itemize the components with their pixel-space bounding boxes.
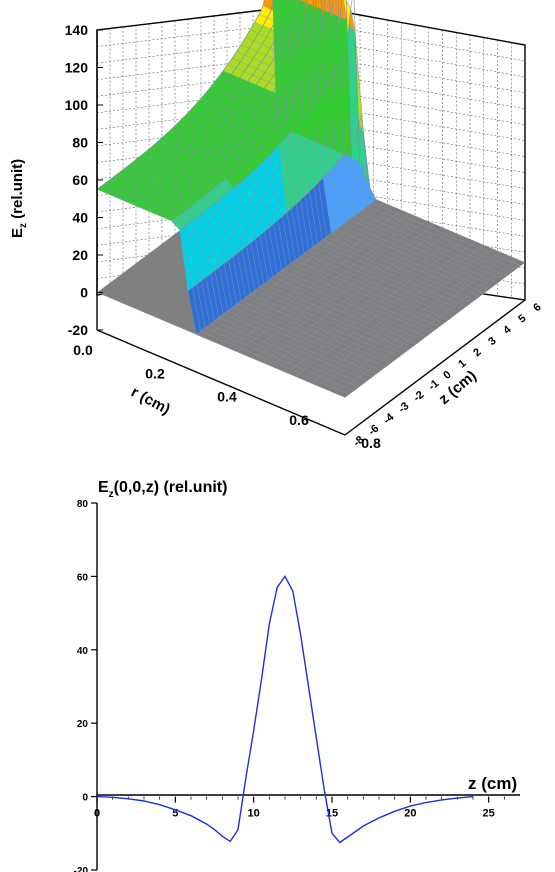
x-tick-label: 25 <box>483 808 495 820</box>
zcoord-tick-label: 2 <box>471 346 483 359</box>
x-tick-label: 5 <box>172 808 178 820</box>
y-tick-label: 40 <box>77 646 89 657</box>
r-tick-label: 0.4 <box>217 389 237 405</box>
z-tick-label: 20 <box>72 247 88 263</box>
zcoord-tick-label: 4 <box>501 323 514 337</box>
z-axis-title-sub: z <box>18 223 29 228</box>
z-tick-label: 60 <box>72 172 88 188</box>
zcoord-tick-label: -1 <box>426 378 441 393</box>
y-tick-label: 20 <box>77 719 89 730</box>
zcoord-tick-label: -3 <box>396 400 411 415</box>
z-tick-label: 0 <box>80 285 88 301</box>
zcoord-tick-label: 6 <box>531 301 543 314</box>
zcoord-tick-label: -2 <box>411 389 426 404</box>
x-tick-label: 0 <box>94 808 100 820</box>
surface-mesh <box>96 0 377 335</box>
r-tick-label: 0.6 <box>289 412 309 428</box>
surface-bands <box>96 0 526 398</box>
y-tick-label: 0 <box>82 793 88 804</box>
line-chart-title: Ez(0,0,z) (rel.unit) <box>98 479 227 500</box>
line-title-sub: z <box>109 489 114 500</box>
y-tick-label: 60 <box>77 572 89 583</box>
z-tick-label: 80 <box>72 135 88 151</box>
z-tick-label: 100 <box>65 97 89 113</box>
r-tick-label: 0.2 <box>145 365 165 381</box>
y-tick-label: 80 <box>77 499 89 510</box>
z-tick-label: 40 <box>72 210 88 226</box>
zcoord-tick-label: 3 <box>486 335 498 348</box>
zcoord-tick-label: 5 <box>516 312 528 325</box>
z-axis-title-rest: (rel.unit) <box>9 159 26 223</box>
z-axis-title: Ez (rel.unit) <box>9 159 29 238</box>
line-x-axis-title: z (cm) <box>468 774 517 793</box>
r-tick-label: 0.0 <box>73 342 93 358</box>
line-title-main: E <box>98 479 109 496</box>
r-axis-title: r (cm) <box>128 384 173 419</box>
z-tick-label: -20 <box>68 322 88 338</box>
z-axis-title-main: E <box>9 228 26 238</box>
zcoord-tick-label: 0 <box>441 369 453 382</box>
line-plot: Ez(0,0,z) (rel.unit) 0 5 10 15 20 25806040200… <box>74 479 520 872</box>
zcoord-tick-label: -4 <box>381 411 397 427</box>
y-tick-label: -20 <box>74 866 89 872</box>
line-title-rest: (0,0,z) (rel.unit) <box>114 479 228 496</box>
r-tick-label: 0.8 <box>361 435 381 451</box>
z-tick-label: 120 <box>65 60 89 76</box>
series-line <box>96 575 474 844</box>
x-tick-label: 20 <box>404 808 416 820</box>
z-tick-label: 140 <box>65 22 89 38</box>
x-tick-label: 10 <box>248 808 260 820</box>
